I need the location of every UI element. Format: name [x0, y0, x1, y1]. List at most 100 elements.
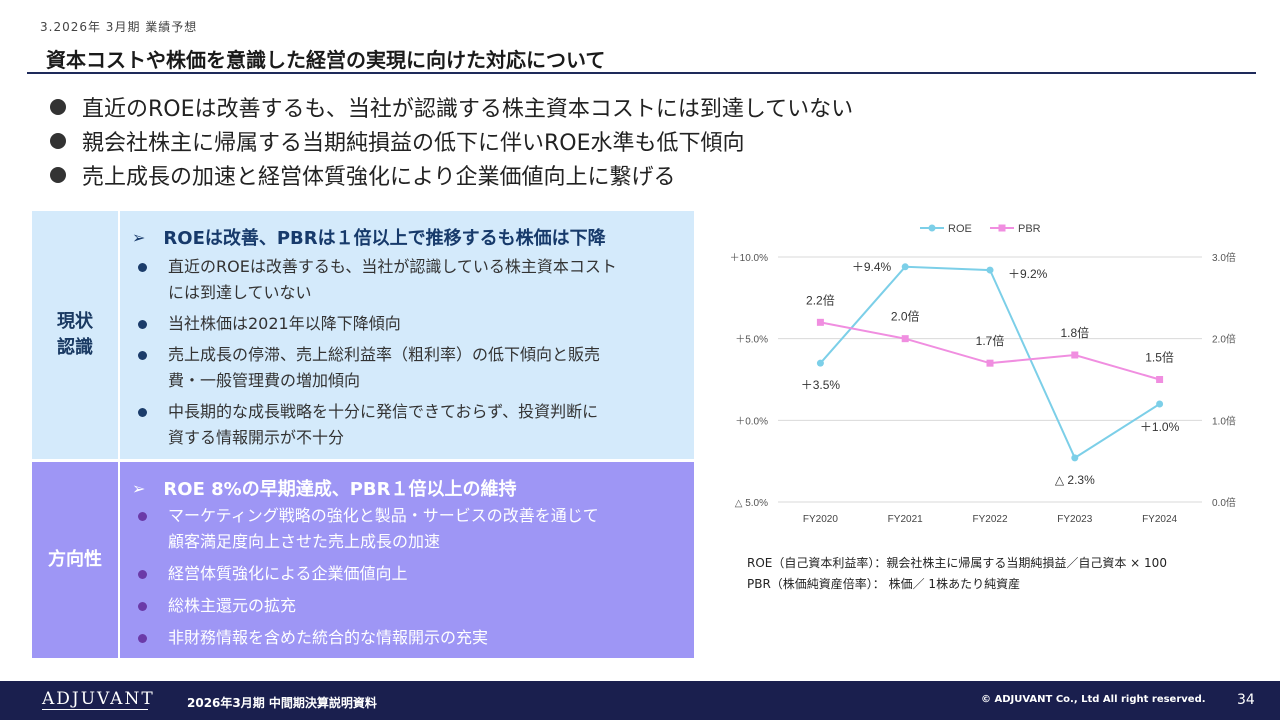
legend-marker-pbr: [998, 224, 1006, 232]
key-point-text: 直近のROEは改善するも、当社が認識する株主資本コストには到達していない: [82, 97, 854, 122]
direction-heading: ➢ ROE 8%の早期達成、PBR１倍以上の維持: [132, 475, 516, 501]
bullet-dot-icon: [138, 263, 147, 272]
current-item-line: 直近のROEは改善するも、当社が認識している株主資本コスト: [168, 257, 617, 276]
direction-item-line: 顧客満足度向上させた売上成長の加速: [168, 532, 441, 551]
key-point: 直近のROEは改善するも、当社が認識する株主資本コストには到達していない: [50, 90, 853, 124]
direction-item: 経営体質強化による企業価値向上: [138, 561, 599, 587]
heading-text: ROEは改善、PBRは１倍以上で推移するも株価は下降: [163, 228, 606, 249]
roe-data-label: ＋1.0%: [1140, 420, 1180, 434]
bullet-dot-icon: [50, 133, 66, 149]
pbr-point: [986, 359, 994, 367]
roe-point: [816, 359, 824, 367]
bullet-dot-icon: [138, 351, 147, 360]
direction-item-line: 総株主還元の拡充: [168, 596, 297, 615]
bullet-dot-icon: [50, 99, 66, 115]
roe-pbr-chart: △ 5.0% ＋0.0% ＋5.0% ＋10.0% 0.0倍 1.0倍 2.0倍 3.0倍 FY…: [730, 223, 1236, 525]
roe-point: [1071, 454, 1079, 462]
logo-underline: [42, 709, 148, 710]
current-recognition-heading: ➢ ROEは改善、PBRは１倍以上で推移するも株価は下降: [132, 224, 606, 250]
bullet-dot-icon: [138, 634, 147, 643]
roe-data-label: ＋9.2%: [1008, 267, 1048, 281]
current-recognition-panel: ➢ ROEは改善、PBRは１倍以上で推移するも株価は下降 直近のROEは改善する…: [120, 211, 694, 459]
current-item-line: 売上成長の停滞、売上総利益率（粗利率）の低下傾向と販売: [168, 345, 601, 364]
current-item-line: 費・一般管理費の増加傾向: [168, 371, 361, 390]
direction-item-line: マーケティング戦略の強化と製品・サービスの改善を通じて: [168, 506, 599, 525]
bullet-dot-icon: [138, 408, 147, 417]
legend-label: ROE: [948, 223, 972, 235]
footer-bar: ADJUVANT 2026年3月期 中間期決算説明資料 © ADJUVANT C…: [0, 681, 1280, 720]
current-item: 当社株価は2021年以降下降傾向: [138, 311, 617, 337]
x-tick-label: FY2022: [972, 514, 1007, 525]
roe-point: [901, 263, 909, 271]
x-tick-label: FY2024: [1142, 514, 1177, 525]
direction-item-line: 非財務情報を含めた統合的な情報開示の充実: [168, 628, 489, 647]
bullet-dot-icon: [138, 320, 147, 329]
pbr-data-label: 1.8倍: [1060, 325, 1089, 340]
direction-item: 総株主還元の拡充: [138, 593, 599, 619]
y-left-tick-label: ＋0.0%: [735, 416, 768, 427]
key-point: 親会社株主に帰属する当期純損益の低下に伴いROE水準も低下傾向: [50, 124, 853, 158]
current-recognition-label: 現状 認識: [32, 211, 118, 459]
page-title: 資本コストや株価を意識した経営の実現に向けた対応について: [46, 48, 606, 72]
roe-data-label: △ 2.3%: [1055, 473, 1095, 487]
y-left-tick-label: ＋10.0%: [730, 253, 768, 264]
key-point-text: 親会社株主に帰属する当期純損益の低下に伴いROE水準も低下傾向: [82, 131, 745, 156]
y-left-tick-label: △ 5.0%: [735, 498, 768, 509]
key-points: 直近のROEは改善するも、当社が認識する株主資本コストには到達していない 親会社…: [50, 90, 853, 192]
current-item-line: 資する情報開示が不十分: [168, 428, 345, 447]
direction-item: マーケティング戦略の強化と製品・サービスの改善を通じて 顧客満足度向上させた売上成…: [138, 503, 599, 555]
y-right-tick-label: 1.0倍: [1212, 414, 1236, 427]
current-item: 中長期的な成長戦略を十分に発信できておらず、投資判断に 資する情報開示が不十分: [138, 399, 617, 451]
x-tick-label: FY2023: [1057, 514, 1092, 525]
roe-data-label: ＋3.5%: [801, 378, 841, 392]
current-item: 売上成長の停滞、売上総利益率（粗利率）の低下傾向と販売 費・一般管理費の増加傾向: [138, 342, 617, 394]
pbr-point: [816, 318, 824, 326]
bullet-dot-icon: [138, 512, 147, 521]
direction-list: マーケティング戦略の強化と製品・サービスの改善を通じて 顧客満足度向上させた売上成…: [138, 503, 599, 657]
company-logo: ADJUVANT: [42, 689, 155, 709]
pbr-data-label: 2.0倍: [891, 309, 920, 324]
key-point: 売上成長の加速と経営体質強化により企業価値向上に繋げる: [50, 158, 853, 192]
arrow-bullet-icon: ➢: [132, 227, 146, 247]
roe-definition-note: ROE（自己資本利益率）：親会社株主に帰属する当期純損益／自己資本 × 100: [747, 556, 1167, 570]
pbr-point: [1071, 351, 1079, 359]
y-right-tick-label: 3.0倍: [1212, 251, 1236, 264]
y-left-tick-label: ＋5.0%: [735, 335, 768, 346]
direction-label: 方向性: [32, 462, 118, 658]
roe-point: [1156, 400, 1164, 408]
key-point-text: 売上成長の加速と経営体質強化により企業価値向上に繋げる: [82, 165, 676, 190]
section-label: 3.2026年 3月期 業績予想: [40, 20, 198, 34]
roe-data-label: ＋9.4%: [852, 260, 892, 274]
direction-panel: ➢ ROE 8%の早期達成、PBR１倍以上の維持 マーケティング戦略の強化と製品…: [120, 462, 694, 658]
roe-point: [986, 266, 994, 274]
bullet-dot-icon: [50, 167, 66, 183]
y-right-tick-label: 0.0倍: [1212, 496, 1236, 509]
bullet-dot-icon: [138, 570, 147, 579]
pbr-data-label: 2.2倍: [806, 292, 835, 307]
page-number: 34: [1237, 692, 1255, 708]
bullet-dot-icon: [138, 602, 147, 611]
pbr-definition-note: PBR（株価純資産倍率）： 株価／ 1株あたり純資産: [747, 577, 1021, 591]
x-tick-label: FY2021: [888, 514, 923, 525]
direction-item-line: 経営体質強化による企業価値向上: [168, 564, 408, 583]
y-right-tick-label: 2.0倍: [1212, 333, 1236, 346]
current-recognition-list: 直近のROEは改善するも、当社が認識している株主資本コスト には到達していない当社…: [138, 254, 617, 456]
legend-label: PBR: [1018, 223, 1041, 235]
heading-text: ROE 8%の早期達成、PBR１倍以上の維持: [163, 479, 517, 500]
series-line-pbr: [820, 321, 1160, 381]
direction-item: 非財務情報を含めた統合的な情報開示の充実: [138, 625, 599, 651]
pbr-data-label: 1.7倍: [976, 333, 1005, 348]
document-name: 2026年3月期 中間期決算説明資料: [187, 696, 377, 710]
pbr-point: [1156, 376, 1164, 383]
current-item-line: には到達していない: [168, 283, 312, 302]
pbr-data-label: 1.5倍: [1145, 350, 1174, 365]
current-item-line: 中長期的な成長戦略を十分に発信できておらず、投資判断に: [168, 402, 599, 421]
current-item: 直近のROEは改善するも、当社が認識している株主資本コスト には到達していない: [138, 254, 617, 306]
title-divider: [27, 72, 1256, 74]
copyright: © ADJUVANT Co., Ltd All right reserved.: [981, 694, 1206, 705]
arrow-bullet-icon: ➢: [132, 478, 146, 498]
current-item-line: 当社株価は2021年以降下降傾向: [168, 314, 401, 333]
x-tick-label: FY2020: [803, 514, 838, 525]
pbr-point: [901, 335, 909, 343]
legend-marker-roe: [928, 224, 936, 232]
